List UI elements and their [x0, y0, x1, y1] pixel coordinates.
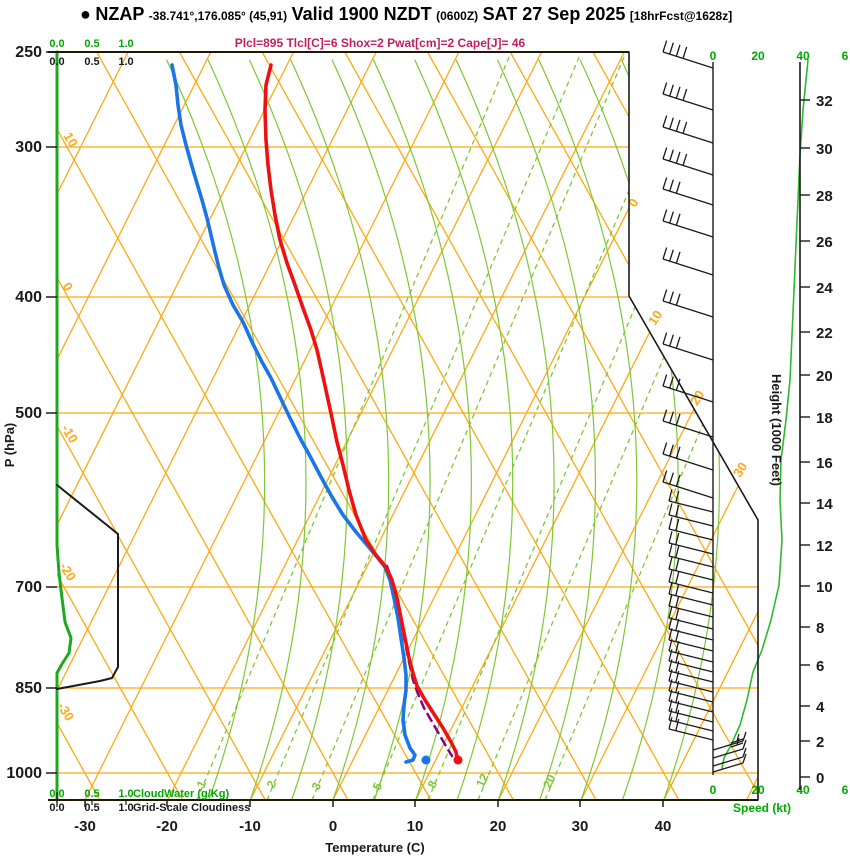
svg-text:8: 8 — [425, 778, 441, 790]
svg-text:700: 700 — [15, 579, 42, 596]
cloud-scales: 0.00.00.00.00.50.50.50.51.01.01.01.0Clou… — [49, 38, 250, 814]
svg-text:26: 26 — [816, 234, 833, 251]
svg-text:P (hPa): P (hPa) — [2, 423, 17, 468]
svg-text:0: 0 — [710, 49, 717, 63]
svg-text:6: 6 — [842, 783, 849, 797]
temperature-curve — [263, 63, 463, 765]
station-name: NZAP — [95, 4, 145, 24]
svg-text:0.5: 0.5 — [84, 38, 99, 50]
svg-text:28: 28 — [816, 188, 833, 205]
cloudiness-profile — [56, 484, 119, 690]
svg-text:18: 18 — [816, 410, 833, 427]
svg-text:1.0: 1.0 — [118, 56, 133, 68]
svg-text:20: 20 — [490, 818, 507, 835]
svg-text:0.0: 0.0 — [49, 56, 64, 68]
svg-text:-20: -20 — [156, 818, 178, 835]
svg-text:10: 10 — [407, 818, 424, 835]
utc-time: (0600Z) — [436, 9, 479, 23]
svg-text:-10: -10 — [239, 818, 261, 835]
parcel-path — [385, 564, 454, 758]
svg-text:12: 12 — [473, 771, 491, 789]
svg-text:-30: -30 — [74, 818, 96, 835]
svg-text:40: 40 — [796, 783, 810, 797]
svg-text:1.0: 1.0 — [118, 788, 133, 800]
svg-text:24: 24 — [816, 280, 833, 297]
svg-text:30: 30 — [816, 141, 833, 158]
forecast-info: [18hrFcst@1628z] — [629, 9, 733, 23]
svg-text:30: 30 — [572, 818, 589, 835]
skewt-background-grid — [57, 52, 758, 800]
svg-text:Height (1000 Feet): Height (1000 Feet) — [769, 374, 784, 486]
svg-text:12: 12 — [816, 538, 833, 555]
dewpoint-curve — [170, 63, 431, 765]
svg-text:2: 2 — [816, 734, 824, 751]
chart-header: ● NZAP -38.741°,176.085° (45,91) Valid 1… — [0, 0, 850, 30]
svg-text:6: 6 — [842, 49, 849, 63]
station-coords: -38.741°,176.085° (45,91) — [148, 9, 288, 23]
svg-text:4: 4 — [816, 699, 825, 716]
svg-text:0.5: 0.5 — [84, 802, 99, 814]
svg-text:0.5: 0.5 — [84, 788, 99, 800]
svg-text:850: 850 — [15, 680, 42, 697]
svg-text:400: 400 — [15, 289, 42, 306]
svg-text:Temperature (C): Temperature (C) — [325, 840, 424, 855]
svg-text:32: 32 — [816, 93, 833, 110]
svg-text:3: 3 — [309, 780, 325, 792]
svg-text:1.0: 1.0 — [118, 38, 133, 50]
svg-text:0.5: 0.5 — [84, 56, 99, 68]
svg-text:40: 40 — [796, 49, 810, 63]
svg-text:500: 500 — [15, 405, 42, 422]
wind-barb-column — [662, 40, 747, 775]
svg-text:0: 0 — [816, 770, 824, 787]
svg-text:2: 2 — [264, 778, 280, 790]
svg-text:10: 10 — [61, 130, 81, 150]
stability-indices: Plcl=895 Tlcl[C]=6 Shox=2 Pwat[cm]=2 Cap… — [234, 36, 526, 50]
svg-text:10: 10 — [816, 579, 833, 596]
valid-time: Valid 1900 NZDT — [291, 4, 432, 24]
svg-text:1.0: 1.0 — [118, 802, 133, 814]
svg-text:30: 30 — [730, 460, 750, 480]
wind-speed-profile — [721, 59, 809, 769]
svg-text:1000: 1000 — [6, 765, 42, 782]
svg-text:0.0: 0.0 — [49, 802, 64, 814]
svg-text:16: 16 — [816, 455, 833, 472]
svg-text:0.0: 0.0 — [49, 38, 64, 50]
station-bullet: ● — [80, 4, 91, 24]
valid-date: SAT 27 Sep 2025 — [482, 4, 626, 24]
svg-text:20: 20 — [816, 368, 833, 385]
svg-text:0: 0 — [710, 783, 717, 797]
svg-text:20: 20 — [540, 772, 558, 790]
svg-text:0: 0 — [625, 196, 642, 210]
svg-text:40: 40 — [655, 818, 672, 835]
svg-text:CloudWater (g/Kg): CloudWater (g/Kg) — [133, 788, 229, 800]
svg-text:-10: -10 — [58, 422, 81, 446]
svg-text:22: 22 — [816, 325, 833, 342]
svg-text:10: 10 — [645, 308, 665, 328]
svg-text:14: 14 — [816, 496, 833, 513]
svg-text:0: 0 — [329, 818, 337, 835]
mixing-ratio-labels: 1 2 3 5 8 12 20 — [194, 771, 559, 792]
svg-text:5: 5 — [370, 780, 386, 792]
svg-text:8: 8 — [816, 620, 824, 637]
svg-text:300: 300 — [15, 139, 42, 156]
svg-text:6: 6 — [816, 658, 824, 675]
svg-text:20: 20 — [751, 49, 765, 63]
svg-text:20: 20 — [751, 783, 765, 797]
svg-text:Speed (kt): Speed (kt) — [733, 801, 791, 815]
svg-text:Grid-Scale Cloudiness: Grid-Scale Cloudiness — [133, 802, 250, 814]
pressure-axis: 250 300 400 500 700 850 1000 P (hPa) — [2, 44, 57, 782]
temperature-axis: -30 -20 -10 0 10 20 30 40 Temperature (C) — [74, 800, 671, 855]
cloudwater-profile — [55, 50, 73, 802]
svg-text:250: 250 — [15, 44, 42, 61]
svg-text:0: 0 — [60, 280, 77, 294]
